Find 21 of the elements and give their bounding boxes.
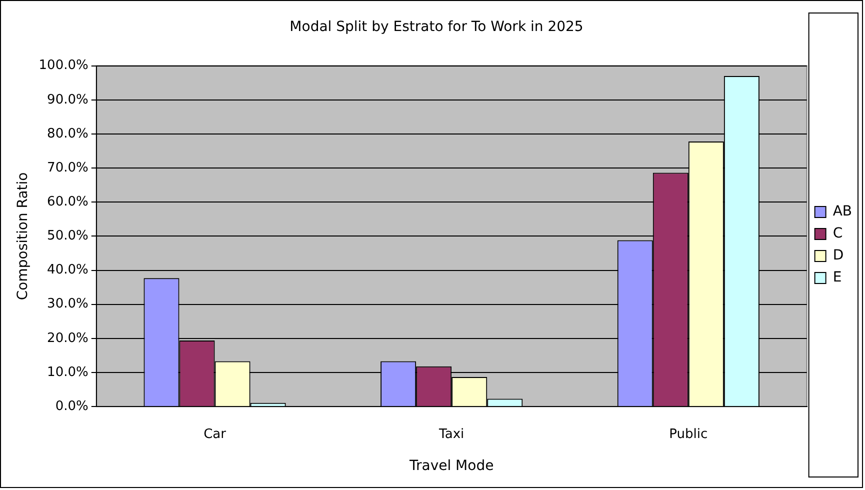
x-tick-label: Taxi: [438, 426, 464, 442]
legend-label: D: [832, 248, 844, 264]
y-tick-label: 10.0%: [47, 364, 88, 380]
legend-label: E: [832, 270, 842, 286]
y-tick-label: 30.0%: [47, 296, 88, 312]
y-tick-label: 60.0%: [47, 194, 88, 210]
legend-label: C: [832, 226, 843, 242]
y-tick-label: 90.0%: [47, 92, 88, 108]
y-axis-title: Composition Ratio: [15, 172, 32, 300]
y-tick-label: 0.0%: [55, 398, 88, 414]
x-tick-label: Car: [204, 426, 227, 442]
y-tick-label: 100.0%: [38, 58, 88, 74]
chart-title: Modal Split by Estrato for To Work in 2025: [290, 19, 584, 36]
y-tick-label: 70.0%: [47, 160, 88, 176]
x-tick-label: Public: [669, 426, 708, 442]
y-tick-label: 20.0%: [47, 330, 88, 346]
y-tick-label: 50.0%: [47, 228, 88, 244]
legend-label: AB: [832, 204, 852, 220]
y-tick-label: 80.0%: [47, 126, 88, 142]
y-tick-label: 40.0%: [47, 262, 88, 278]
x-axis-title: Travel Mode: [408, 458, 494, 474]
